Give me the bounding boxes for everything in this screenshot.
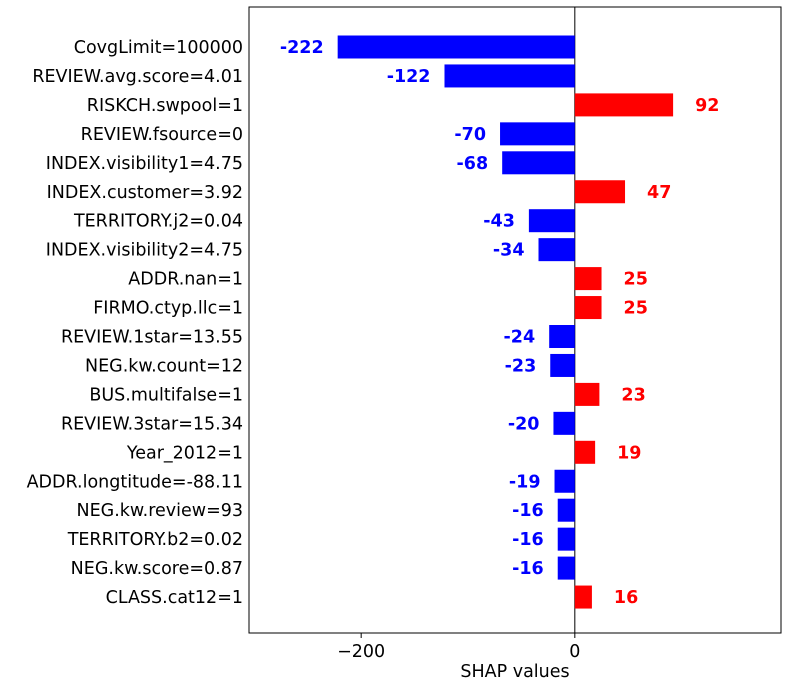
value-label: -34 [493,241,525,261]
category-label: RISKCH.swpool=1 [87,96,243,116]
category-label: FIRMO.ctyp.llc=1 [93,299,243,319]
bar [550,353,575,377]
bar [574,585,592,609]
bar [557,498,575,522]
bar [502,151,575,175]
bars-group [337,35,674,609]
category-label: CLASS.cat12=1 [106,588,243,608]
bar [553,411,575,435]
value-label: -122 [387,67,431,87]
value-label: 16 [614,588,638,608]
category-label: Year_2012=1 [126,443,243,463]
value-label: -24 [504,328,536,348]
value-label: 92 [695,96,719,116]
bar [554,469,575,493]
plot-frame [248,6,782,634]
category-label: INDEX.visibility1=4.75 [46,154,243,174]
value-label: -19 [509,472,541,492]
value-label: 47 [647,183,671,203]
value-label: 19 [617,443,641,463]
category-label: REVIEW.avg.score=4.01 [32,67,243,87]
value-label: -16 [512,530,544,550]
x-ticks-group: −200 0 [337,633,580,662]
bar [574,440,596,464]
bar [574,296,602,320]
category-label: BUS.multifalse=1 [89,385,243,405]
value-label: -43 [483,212,515,232]
value-label: -70 [454,125,486,145]
value-label: -222 [280,38,324,58]
bar [557,527,575,551]
category-label: REVIEW.3star=15.34 [61,414,243,434]
category-label: CovgLimit=100000 [74,38,243,58]
category-label: ADDR.longtitude=-88.11 [27,472,243,492]
category-labels-group: CovgLimit=100000 REVIEW.avg.score=4.01 RIS… [27,38,243,608]
bar [528,209,575,233]
value-label: 23 [621,385,645,405]
bar [337,35,575,59]
bar [538,238,575,262]
category-label: REVIEW.1star=13.55 [61,328,243,348]
category-label: INDEX.visibility2=4.75 [46,241,243,261]
value-label: -23 [505,356,537,376]
value-labels-group: -222 -122 92 -70 -68 47 -43 -34 25 25 -24 -23 23 -20 1… [280,38,720,608]
bar [574,93,674,117]
category-label: TERRITORY.b2=0.02 [67,530,243,550]
category-label: TERRITORY.j2=0.04 [73,212,243,232]
value-label: 25 [624,270,648,290]
bar [574,180,626,204]
category-label: NEG.kw.score=0.87 [71,559,243,579]
x-tick-label: 0 [569,642,580,662]
category-label: ADDR.nan=1 [128,270,243,290]
value-label: -16 [512,501,544,521]
category-label: INDEX.customer=3.92 [47,183,243,203]
value-label: -16 [512,559,544,579]
bar [557,556,575,580]
value-label: -20 [508,414,540,434]
x-tick-label: −200 [337,642,385,662]
x-axis-title: SHAP values [460,662,569,682]
bar [444,64,575,88]
bar [549,325,575,348]
category-label: NEG.kw.review=93 [77,501,243,521]
bar [574,267,602,291]
category-label: NEG.kw.count=12 [85,356,243,376]
bar [500,122,575,146]
value-label: -68 [457,154,489,174]
value-label: 25 [624,299,648,319]
bar [574,382,600,406]
category-label: REVIEW.fsource=0 [81,125,243,145]
